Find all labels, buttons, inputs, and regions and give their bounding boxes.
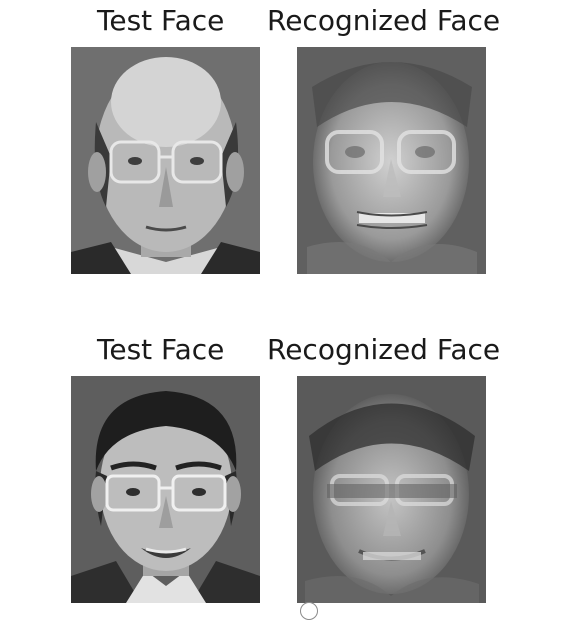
test-face-title-2: Test Face	[97, 334, 224, 366]
test-face-image-2	[71, 376, 260, 603]
recognized-face-image-2	[297, 376, 486, 603]
test-face-image-1	[71, 47, 260, 274]
recognized-face-title-1: Recognized Face	[267, 5, 500, 37]
recognized-face-title-2: Recognized Face	[267, 334, 500, 366]
recognized-face-image-1	[297, 47, 486, 274]
cursor-circle-icon	[300, 602, 318, 620]
test-face-title-1: Test Face	[97, 5, 224, 37]
